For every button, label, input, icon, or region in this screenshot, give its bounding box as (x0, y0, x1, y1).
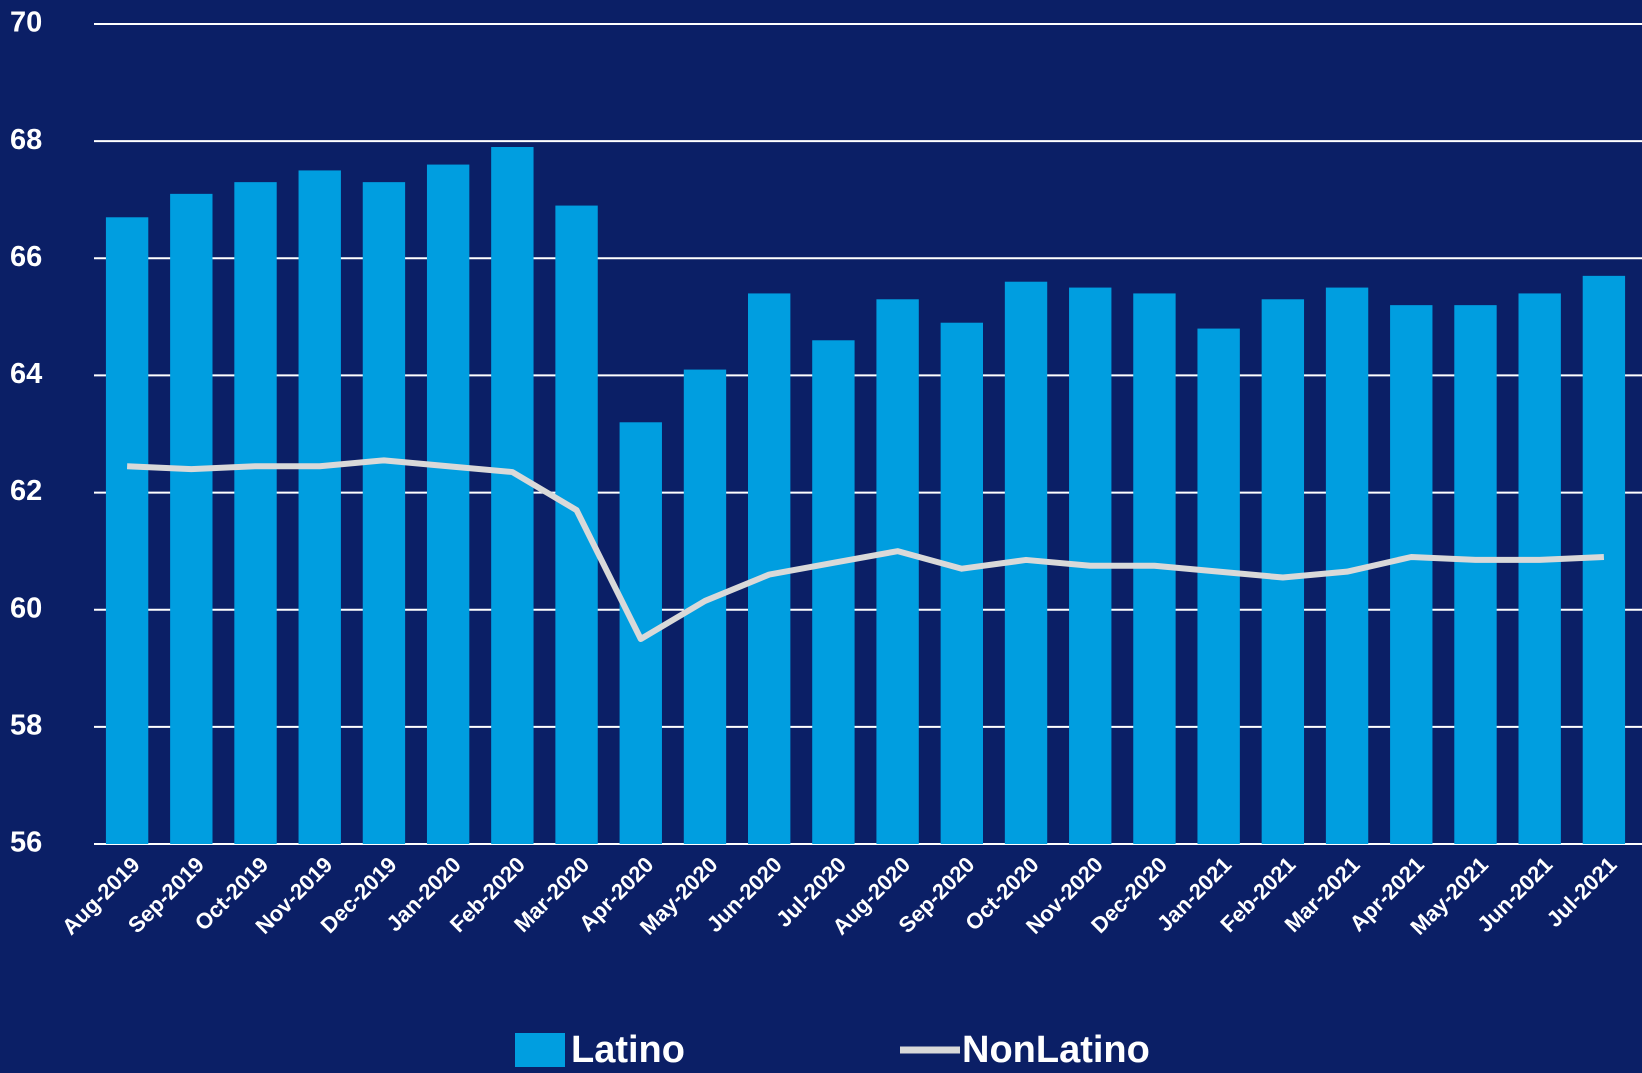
y-tick-label: 62 (10, 475, 42, 507)
bar (426, 164, 470, 845)
x-tick-label: Jul-2021 (1542, 852, 1622, 932)
bar (491, 147, 534, 844)
bar (812, 340, 855, 844)
bar (747, 293, 791, 844)
legend-label: NonLatino (962, 1029, 1150, 1071)
bar (170, 193, 213, 844)
bar (555, 205, 598, 845)
bar (105, 217, 149, 845)
legend-label: Latino (571, 1029, 685, 1071)
bar (876, 299, 919, 844)
bar (940, 322, 984, 844)
y-tick-label: 66 (10, 241, 42, 273)
legend-swatch (515, 1033, 565, 1067)
bar (1518, 293, 1561, 844)
bar (234, 182, 277, 845)
y-tick-label: 56 (10, 827, 42, 859)
y-tick-label: 60 (10, 592, 42, 624)
bar (1261, 299, 1305, 844)
y-tick-label: 64 (10, 358, 42, 390)
bar (1390, 305, 1433, 845)
line (126, 457, 1605, 642)
y-tick-label: 58 (10, 710, 42, 742)
bar (362, 182, 406, 845)
y-tick-label: 68 (10, 124, 42, 156)
y-tick-label: 70 (10, 7, 42, 39)
bar (298, 170, 341, 844)
bar (1197, 328, 1240, 845)
bar (1454, 305, 1497, 845)
